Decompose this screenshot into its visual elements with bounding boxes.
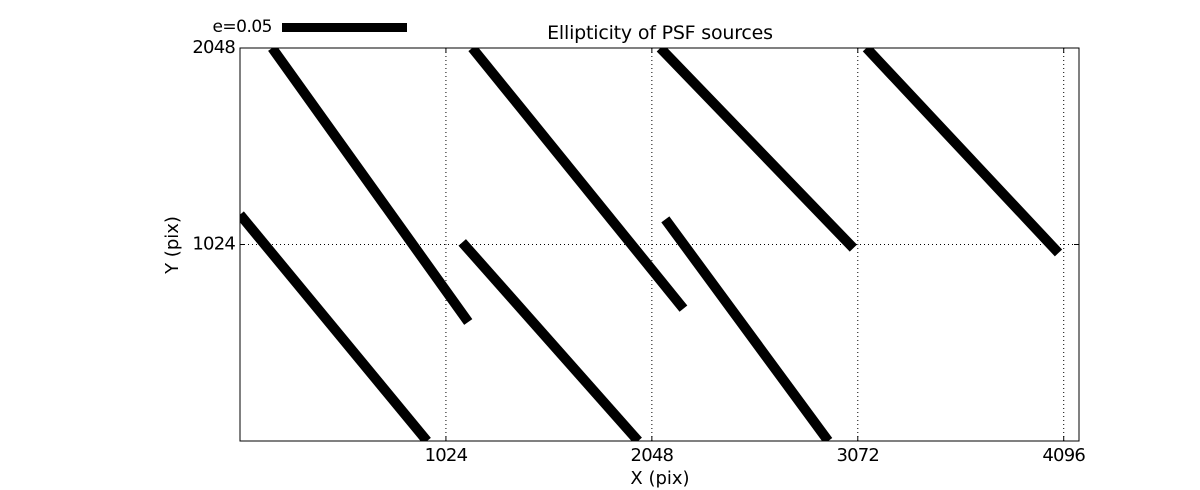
ellipticity-sticks xyxy=(240,48,1063,441)
y-axis-label: Y (pix) xyxy=(162,216,183,275)
y-tick-label: 1024 xyxy=(192,234,235,255)
y-tick-labels: 1024 2048 xyxy=(192,37,236,255)
ellipticity-stick xyxy=(240,211,431,441)
x-tick-label: 1024 xyxy=(425,445,468,466)
y-tick-label: 2048 xyxy=(192,37,235,58)
ellipticity-stick xyxy=(268,48,473,325)
x-tick-label: 4096 xyxy=(1042,445,1085,466)
x-tick-label: 3072 xyxy=(836,445,879,466)
ellipticity-stick xyxy=(458,239,642,441)
ellipticity-stick xyxy=(468,48,688,312)
ellipticity-stick xyxy=(862,48,1063,257)
ellipticity-stick xyxy=(661,216,833,441)
legend-label: e=0.05 xyxy=(212,17,272,37)
x-axis-label: X (pix) xyxy=(630,468,689,489)
x-tick-labels: 1024 2048 3072 4096 xyxy=(425,445,1087,466)
plot-frame xyxy=(239,47,1080,442)
ellipticity-stick xyxy=(656,48,857,252)
axis-tickmarks xyxy=(240,47,1079,441)
x-tick-label: 2048 xyxy=(631,445,674,466)
plot-title: Ellipticity of PSF sources xyxy=(547,22,773,44)
gridlines xyxy=(240,48,1079,441)
legend-stick-sample xyxy=(282,23,407,32)
